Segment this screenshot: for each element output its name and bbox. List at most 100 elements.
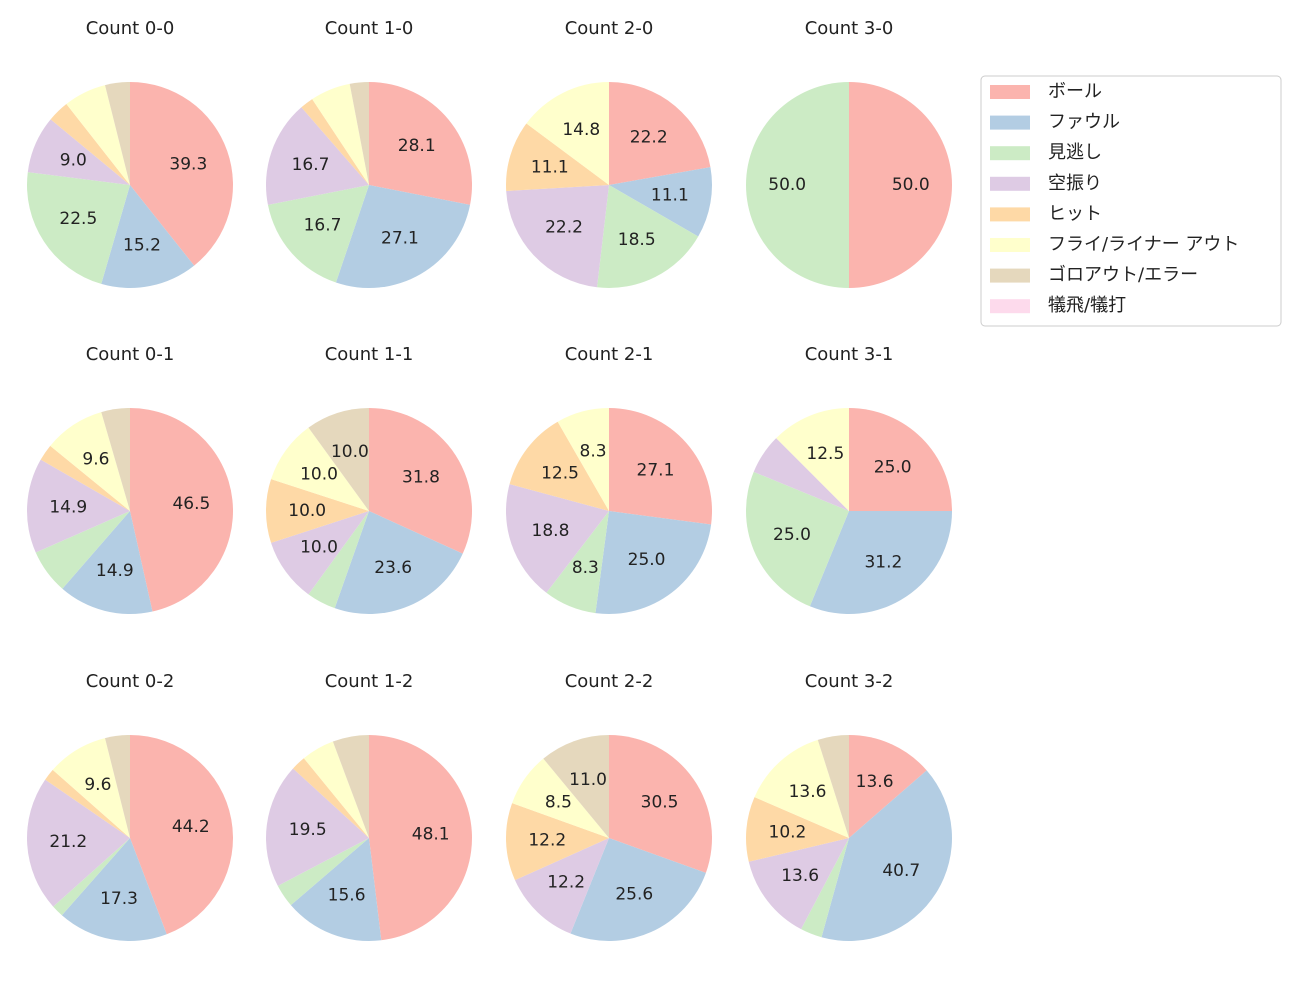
data-label: 30.5: [641, 792, 679, 812]
legend-swatch: [990, 299, 1030, 314]
pie-slice: [509, 421, 609, 511]
pie-slice: [506, 484, 609, 593]
pie-slice: [512, 758, 609, 838]
chart-title: Count 0-1: [86, 344, 175, 365]
chart-title: Count 2-1: [565, 344, 654, 365]
data-label: 25.0: [628, 550, 666, 570]
pie-slice: [801, 838, 849, 938]
data-label: 17.3: [100, 889, 138, 909]
pie-slice: [293, 758, 369, 838]
pie-slice: [27, 119, 130, 185]
chart-title: Count 3-2: [805, 671, 894, 692]
pie-slice: [26, 459, 130, 553]
data-label: 8.3: [580, 441, 607, 461]
legend-label: 見逃し: [1048, 142, 1102, 163]
pie-slice: [505, 803, 609, 881]
legend-swatch: [990, 268, 1030, 283]
pie-slice: [101, 408, 130, 511]
data-label: 11.1: [651, 186, 689, 206]
legend-label: 犠飛/犠打: [1048, 295, 1126, 316]
pie-slice: [332, 735, 369, 838]
data-label: 10.0: [300, 465, 338, 485]
pie-slice: [745, 797, 849, 862]
pie-slice: [50, 412, 131, 511]
data-label: 12.2: [547, 873, 585, 893]
pie-slice: [101, 185, 195, 288]
data-label: 31.2: [864, 552, 902, 572]
pie-slice: [609, 735, 712, 873]
pie-slice: [748, 838, 849, 930]
pie-slice: [753, 438, 849, 511]
pie-slice: [557, 408, 609, 511]
data-label: 11.1: [531, 157, 569, 177]
data-label: 25.0: [773, 525, 811, 545]
pie-slice: [61, 838, 167, 941]
data-label: 39.3: [169, 155, 207, 175]
pie-slice: [817, 735, 849, 838]
data-label: 31.8: [402, 468, 440, 488]
chart-title: Count 1-2: [325, 671, 414, 692]
pie-slice: [266, 768, 369, 886]
data-label: 46.5: [172, 494, 210, 514]
pie-slice: [746, 82, 849, 288]
pie-slice: [303, 741, 369, 838]
pie-slice: [334, 511, 463, 615]
data-label: 8.5: [545, 792, 572, 812]
data-label: 10.0: [331, 442, 369, 462]
pie-slice: [27, 779, 131, 907]
data-label: 15.2: [123, 236, 161, 256]
legend-swatch: [990, 85, 1030, 99]
data-label: 22.2: [545, 217, 583, 237]
data-label: 18.8: [532, 521, 570, 541]
data-label: 25.6: [615, 884, 653, 904]
pie-slice: [265, 479, 369, 543]
legend-label: ゴロアウト/エラー: [1048, 265, 1198, 286]
data-label: 10.0: [300, 537, 338, 557]
data-label: 9.6: [82, 449, 109, 469]
pie-slice: [271, 427, 369, 511]
chart-title: Count 1-1: [325, 344, 414, 365]
pie-slice: [809, 511, 952, 614]
pie-slice: [130, 735, 234, 935]
data-label: 15.6: [328, 886, 366, 906]
data-label: 9.6: [84, 775, 111, 795]
data-label: 25.0: [874, 457, 912, 477]
pie-slice: [40, 445, 130, 511]
data-label: 14.9: [49, 498, 87, 518]
legend-box: [980, 75, 1282, 327]
pie-slice: [62, 511, 153, 614]
data-label: 10.0: [288, 501, 326, 521]
pie-slice: [312, 83, 369, 185]
pie-slice: [267, 185, 369, 283]
pie-slice: [821, 770, 953, 941]
legend-swatch: [990, 207, 1030, 222]
pie-slice: [849, 408, 952, 511]
data-label: 27.1: [637, 460, 675, 480]
pie-slice: [570, 838, 706, 942]
data-label: 40.7: [882, 861, 920, 881]
chart-title: Count 3-0: [805, 18, 894, 39]
pie-slice: [52, 738, 131, 838]
legend-label: ファウル: [1048, 112, 1120, 133]
data-label: 19.5: [289, 820, 327, 840]
pie-slice: [609, 82, 711, 185]
pie-slice: [66, 85, 130, 185]
pie-slice: [53, 838, 130, 916]
data-label: 12.2: [528, 830, 566, 850]
legend-label: ヒット: [1048, 203, 1102, 224]
data-label: 16.7: [304, 216, 342, 236]
pie-slice: [506, 185, 609, 288]
pie-slice: [526, 82, 609, 185]
pie-slice: [130, 408, 233, 612]
chart-title: Count 1-0: [325, 18, 414, 39]
pie-slice: [776, 408, 849, 511]
pie-slice: [308, 408, 369, 511]
pie-slice: [50, 104, 131, 185]
pie-slice: [27, 172, 130, 284]
data-label: 21.2: [49, 832, 87, 852]
data-label: 22.2: [630, 128, 668, 148]
pie-slice: [543, 735, 609, 838]
pie-slice: [266, 107, 369, 205]
data-label: 44.2: [172, 817, 210, 837]
